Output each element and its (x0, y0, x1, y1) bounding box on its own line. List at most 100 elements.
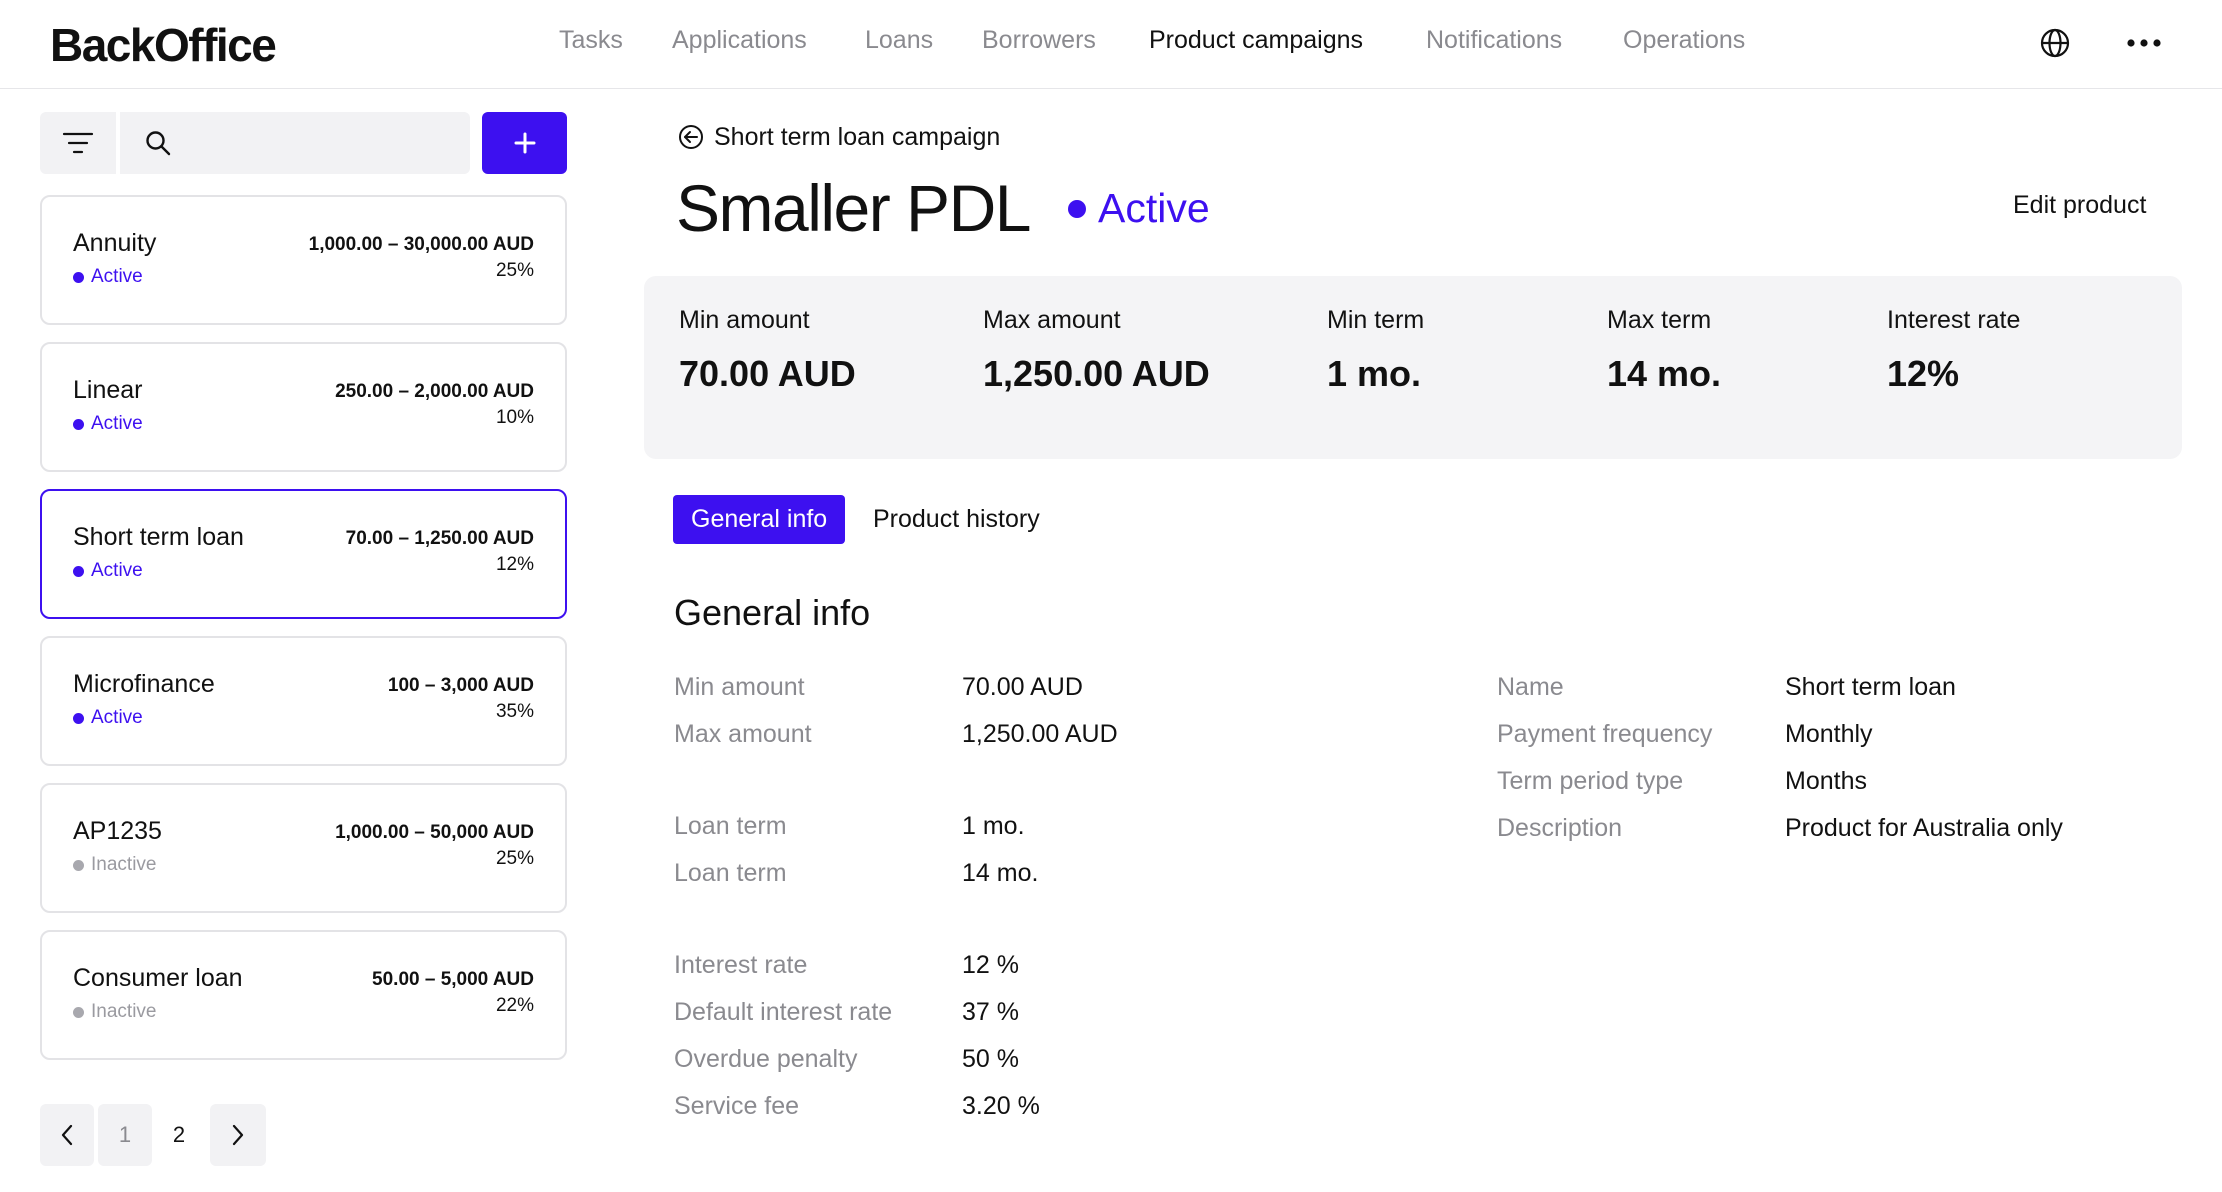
stat-interest-rate: Interest rate 12% (1887, 306, 2020, 395)
status-dot (1068, 199, 1086, 218)
product-card-name: AP1235 (73, 817, 162, 845)
back-link-label: Short term loan campaign (714, 122, 1001, 151)
stat-label: Min term (1327, 306, 1425, 334)
pagination-page-1[interactable]: 1 (98, 1104, 152, 1166)
product-card[interactable]: Annuity Active 1,000.00 – 30,000.00 AUD … (40, 195, 567, 325)
stat-label: Max amount (983, 306, 1121, 334)
status-badge: Inactive (73, 854, 156, 876)
summary-stats: Min amount 70.00 AUD Max amount 1,250.00… (644, 276, 2182, 459)
info-value-interest-rate: 12 % (962, 951, 1019, 979)
status-badge: Active (1068, 185, 1210, 232)
product-card[interactable]: Linear Active 250.00 – 2,000.00 AUD 10% (40, 342, 567, 472)
tab-general-info[interactable]: General info (673, 495, 846, 544)
status-label: Inactive (91, 854, 157, 875)
info-label-service-fee: Service fee (674, 1092, 800, 1120)
filter-icon (62, 132, 94, 154)
product-card[interactable]: Consumer loan Inactive 50.00 – 5,000 AUD… (40, 930, 567, 1060)
search-input[interactable] (184, 122, 454, 164)
nav-notifications[interactable]: Notifications (1426, 26, 1563, 54)
info-value-min-amount: 70.00 AUD (962, 673, 1083, 701)
product-card-range: 100 – 3,000 AUD (387, 675, 534, 696)
plus-icon (514, 132, 535, 154)
nav-borrowers[interactable]: Borrowers (982, 26, 1096, 54)
product-card-rate: 25% (495, 848, 534, 869)
nav-tasks[interactable]: Tasks (559, 26, 623, 54)
globe-icon[interactable] (2038, 26, 2072, 60)
product-card-name: Linear (73, 376, 143, 404)
product-card[interactable]: Microfinance Active 100 – 3,000 AUD 35% (40, 636, 567, 766)
stat-value: 1 mo. (1327, 353, 1422, 394)
info-label-description: Description (1497, 814, 1623, 842)
tab-product-history[interactable]: Product history (873, 505, 1040, 533)
more-icon[interactable] (2124, 26, 2164, 60)
info-label-name: Name (1497, 673, 1564, 701)
stat-value: 70.00 AUD (679, 353, 856, 394)
chevron-left-icon (61, 1124, 73, 1146)
product-card-range: 1,000.00 – 30,000.00 AUD (308, 234, 534, 255)
status-label: Active (91, 266, 143, 287)
info-label-loan-term-max: Loan term (674, 859, 787, 887)
stat-max-amount: Max amount 1,250.00 AUD (983, 306, 1210, 395)
status-dot (73, 418, 84, 430)
edit-product-button[interactable]: Edit product (2013, 191, 2147, 219)
filter-button[interactable] (40, 112, 116, 174)
product-card-rate: 10% (495, 407, 534, 428)
nav-loans[interactable]: Loans (865, 26, 934, 54)
top-bar: BackOffice Tasks Applications Loans Borr… (0, 0, 2222, 89)
stat-value: 12% (1887, 353, 1960, 394)
pagination-page-2[interactable]: 2 (172, 1122, 186, 1147)
status-badge: Active (73, 560, 143, 582)
status-label: Active (91, 707, 143, 728)
status-badge: Active (73, 266, 143, 288)
info-label-payment-frequency: Payment frequency (1497, 720, 1713, 748)
info-value-description: Product for Australia only (1785, 814, 2063, 842)
back-link[interactable]: Short term loan campaign (678, 120, 1000, 154)
product-card-rate: 35% (495, 701, 534, 722)
nav-product-campaigns[interactable]: Product campaigns (1149, 26, 1364, 54)
product-card-name: Microfinance (73, 670, 215, 698)
info-label-min-amount: Min amount (674, 673, 805, 701)
nav-applications[interactable]: Applications (672, 26, 807, 54)
stat-label: Min amount (679, 306, 810, 334)
app-logo[interactable]: BackOffice (50, 19, 277, 71)
status-label: Active (91, 413, 143, 434)
status-badge: Inactive (73, 1001, 156, 1023)
pagination-next-button[interactable] (210, 1104, 266, 1166)
status-label: Active (1098, 185, 1210, 231)
info-value-service-fee: 3.20 % (962, 1092, 1040, 1120)
status-label: Inactive (91, 1001, 157, 1022)
chevron-right-icon (232, 1124, 244, 1146)
info-label-term-period-type: Term period type (1497, 767, 1684, 795)
info-value-overdue-penalty: 50 % (962, 1045, 1019, 1073)
pagination-prev-button[interactable] (40, 1104, 94, 1166)
info-value-loan-term-max: 14 mo. (962, 859, 1039, 887)
status-badge: Active (73, 413, 143, 435)
status-dot (73, 565, 84, 577)
info-value-max-amount: 1,250.00 AUD (962, 720, 1118, 748)
stat-label: Interest rate (1887, 306, 2021, 334)
search-icon (146, 131, 171, 156)
status-dot (73, 271, 84, 283)
back-arrow-icon (679, 125, 703, 149)
info-value-term-period-type: Months (1785, 767, 1867, 795)
product-card-rate: 22% (495, 995, 534, 1016)
product-card-range: 70.00 – 1,250.00 AUD (345, 528, 534, 549)
stat-value: 1,250.00 AUD (983, 353, 1210, 394)
stat-value: 14 mo. (1607, 353, 1722, 394)
product-card-name: Annuity (73, 229, 157, 257)
info-value-name: Short term loan (1785, 673, 1956, 701)
status-label: Active (91, 560, 143, 581)
status-dot (73, 712, 84, 724)
product-card-selected[interactable]: Short term loan Active 70.00 – 1,250.00 … (40, 489, 567, 619)
product-card-rate: 25% (495, 260, 534, 281)
search-box[interactable] (120, 112, 470, 174)
info-label-overdue-penalty: Overdue penalty (674, 1045, 858, 1073)
add-product-button[interactable] (482, 112, 567, 174)
nav-operations[interactable]: Operations (1623, 26, 1746, 54)
stat-max-term: Max term 14 mo. (1607, 306, 1721, 395)
status-dot (73, 859, 84, 871)
product-card-range: 1,000.00 – 50,000 AUD (335, 822, 534, 843)
product-card[interactable]: AP1235 Inactive 1,000.00 – 50,000 AUD 25… (40, 783, 567, 913)
info-value-payment-frequency: Monthly (1785, 720, 1873, 748)
product-card-range: 250.00 – 2,000.00 AUD (335, 381, 534, 402)
